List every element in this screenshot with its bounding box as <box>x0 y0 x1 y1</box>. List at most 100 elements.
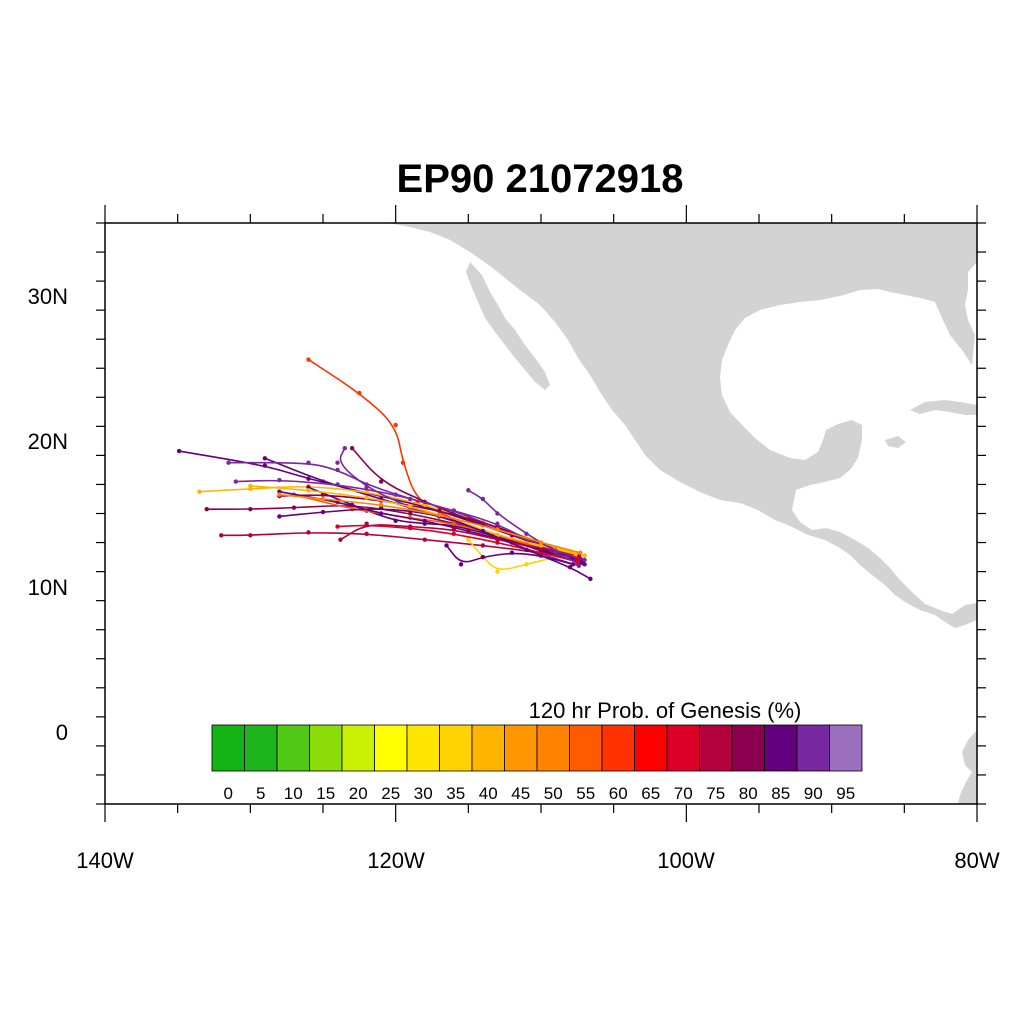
track-point <box>197 489 202 494</box>
track-point <box>306 488 311 493</box>
colorbar-box <box>471 724 505 772</box>
track-point <box>335 460 340 465</box>
track-point <box>570 562 576 567</box>
track-point <box>335 482 340 487</box>
map-area <box>105 223 977 804</box>
track-point <box>466 537 471 542</box>
track-point <box>458 562 464 567</box>
land-layer <box>388 223 977 804</box>
track-point <box>451 521 456 526</box>
colorbar-box <box>601 724 635 772</box>
cuba-land <box>910 400 977 415</box>
track-point <box>408 511 413 516</box>
colorbar-label: 35 <box>446 784 465 803</box>
x-tick-label-100w: 100W <box>657 848 715 873</box>
track-point <box>364 482 369 487</box>
track-point <box>306 460 311 465</box>
ocean <box>105 223 977 804</box>
y-tick-label-20n: 20N <box>28 429 68 454</box>
track-point <box>451 508 456 513</box>
track-point <box>437 512 442 518</box>
track-point <box>524 547 529 553</box>
track-line <box>279 490 582 561</box>
colorbar-box <box>666 724 700 772</box>
colorbar-label: 10 <box>284 784 303 803</box>
track-point <box>349 445 355 451</box>
colorbar-box <box>341 724 375 772</box>
y-tick-label-0: 0 <box>56 720 68 745</box>
y-tick-label-10n: 10N <box>28 575 68 600</box>
x-tick-label-120w: 120W <box>367 848 425 873</box>
caribbean-island-land <box>885 436 906 448</box>
track-point <box>588 576 593 582</box>
track-point <box>338 537 343 542</box>
track-point <box>393 422 398 428</box>
track-point <box>306 357 311 362</box>
colorbar-label: 5 <box>256 784 265 803</box>
track-point <box>451 531 456 537</box>
track-point <box>378 511 384 516</box>
track-point <box>480 554 486 560</box>
track-point <box>342 445 347 451</box>
colorbar-legend: 120 hr Prob. of Genesis (%) 0 5 10 15 20 25 30… <box>211 698 863 803</box>
colorbar-title: 120 hr Prob. of Genesis (%) <box>529 698 802 723</box>
colorbar-box <box>536 724 570 772</box>
colorbar-box <box>829 724 863 772</box>
track-point <box>248 483 253 489</box>
colorbar-box <box>439 724 473 772</box>
track-point <box>233 479 238 484</box>
colorbar-label: 0 <box>224 784 233 803</box>
colorbar-labels: 0 5 10 15 20 25 30 35 40 45 50 55 60 65 70 75 80 85 90 95 <box>224 784 856 803</box>
track-point <box>408 524 413 529</box>
track-point <box>480 528 486 534</box>
track-point <box>320 496 326 502</box>
colorbar-label: 30 <box>414 784 433 803</box>
track-point <box>553 549 558 554</box>
track-point <box>524 562 529 567</box>
track-point <box>451 527 456 532</box>
colorbar-label: 65 <box>641 784 660 803</box>
track-line <box>337 524 578 563</box>
x-tick-label-80w: 80W <box>954 848 999 873</box>
track-point <box>291 505 297 510</box>
track-point <box>357 390 362 396</box>
colorbar-box <box>764 724 798 772</box>
track-point <box>422 537 427 542</box>
colorbar-label: 50 <box>544 784 563 803</box>
colorbar-label: 60 <box>609 784 628 803</box>
colorbar-label: 40 <box>479 784 498 803</box>
track-point <box>495 527 500 532</box>
colorbar-box <box>276 724 310 772</box>
track-line <box>279 508 591 580</box>
colorbar-label: 25 <box>381 784 400 803</box>
track-line <box>467 489 585 561</box>
track-point <box>306 530 311 535</box>
colorbar-label: 95 <box>836 784 855 803</box>
track-point <box>393 518 398 523</box>
track-point <box>509 550 515 555</box>
track-point <box>262 456 268 461</box>
track-point <box>378 479 384 484</box>
colorbar-label: 80 <box>739 784 758 803</box>
track-point <box>219 533 224 538</box>
genesis-point <box>574 556 581 563</box>
track-point <box>262 463 268 468</box>
colorbar-box <box>634 724 668 772</box>
track-point <box>582 553 587 558</box>
track-point <box>248 506 253 512</box>
track-point <box>335 524 340 529</box>
track-point <box>408 504 413 509</box>
baja-california-land <box>466 262 550 390</box>
track-point <box>408 496 413 502</box>
axis-ticks <box>96 205 986 822</box>
colorbar-box <box>406 724 440 772</box>
colorbar-label: 85 <box>771 784 790 803</box>
track-point <box>422 518 427 523</box>
tracks-layer <box>176 357 593 582</box>
colorbar-label: 20 <box>349 784 368 803</box>
track-point <box>582 557 587 563</box>
colorbar-label: 45 <box>511 784 530 803</box>
track-point <box>277 492 282 497</box>
track-point <box>306 476 311 481</box>
